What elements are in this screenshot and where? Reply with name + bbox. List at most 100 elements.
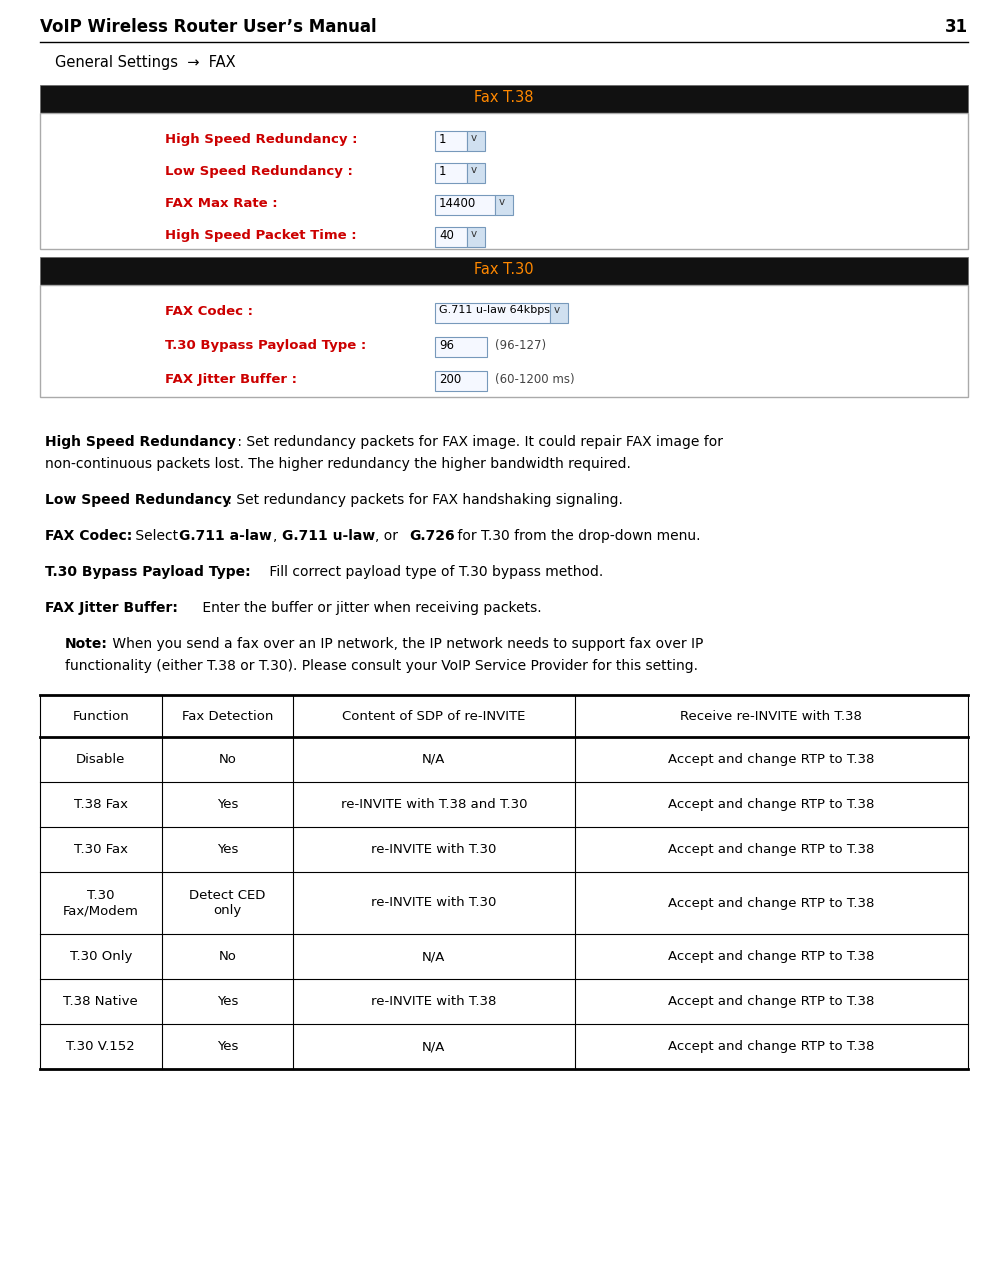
Text: High Speed Redundancy: High Speed Redundancy bbox=[45, 435, 236, 449]
Bar bbox=[467, 163, 485, 183]
Text: Accept and change RTP to T.38: Accept and change RTP to T.38 bbox=[668, 1040, 875, 1052]
Text: 1: 1 bbox=[439, 133, 447, 146]
Text: FAX Jitter Buffer :: FAX Jitter Buffer : bbox=[165, 372, 297, 386]
Text: G.711 u-law 64kbps: G.711 u-law 64kbps bbox=[439, 305, 550, 315]
Bar bbox=[40, 782, 968, 827]
Text: v: v bbox=[471, 229, 477, 239]
Bar bbox=[495, 194, 513, 215]
Text: Fax Detection: Fax Detection bbox=[181, 709, 273, 722]
Text: Yes: Yes bbox=[217, 995, 238, 1008]
Text: 31: 31 bbox=[944, 18, 968, 36]
Text: 40: 40 bbox=[439, 229, 454, 241]
Text: Accept and change RTP to T.38: Accept and change RTP to T.38 bbox=[668, 896, 875, 910]
Text: T.30 Bypass Payload Type:: T.30 Bypass Payload Type: bbox=[45, 566, 251, 580]
Text: G.711 u-law: G.711 u-law bbox=[282, 529, 375, 543]
Bar bbox=[435, 194, 495, 215]
Text: Accept and change RTP to T.38: Accept and change RTP to T.38 bbox=[668, 843, 875, 855]
Text: , or: , or bbox=[375, 529, 402, 543]
Text: Accept and change RTP to T.38: Accept and change RTP to T.38 bbox=[668, 798, 875, 811]
Text: v: v bbox=[554, 305, 560, 315]
Text: 14400: 14400 bbox=[439, 197, 476, 210]
Text: FAX Codec:: FAX Codec: bbox=[45, 529, 132, 543]
Text: Content of SDP of re-INVITE: Content of SDP of re-INVITE bbox=[343, 709, 525, 722]
Text: v: v bbox=[471, 165, 477, 175]
Bar bbox=[40, 113, 968, 249]
Bar bbox=[40, 285, 968, 397]
Text: non-continuous packets lost. The higher redundancy the higher bandwidth required: non-continuous packets lost. The higher … bbox=[45, 458, 631, 472]
Text: T.30 V.152: T.30 V.152 bbox=[67, 1040, 135, 1052]
Bar bbox=[550, 302, 568, 323]
Text: N/A: N/A bbox=[422, 752, 446, 766]
Text: functionality (either T.38 or T.30). Please consult your VoIP Service Provider f: functionality (either T.38 or T.30). Ple… bbox=[65, 658, 698, 674]
Bar bbox=[40, 934, 968, 979]
Text: N/A: N/A bbox=[422, 949, 446, 963]
Text: T.30
Fax/Modem: T.30 Fax/Modem bbox=[62, 888, 139, 916]
Text: re-INVITE with T.30: re-INVITE with T.30 bbox=[371, 843, 497, 855]
Bar bbox=[435, 371, 487, 391]
Bar bbox=[40, 872, 968, 934]
Text: Yes: Yes bbox=[217, 798, 238, 811]
Text: General Settings  →  FAX: General Settings → FAX bbox=[55, 55, 236, 70]
Bar bbox=[40, 979, 968, 1024]
Text: v: v bbox=[499, 197, 505, 207]
Text: Accept and change RTP to T.38: Accept and change RTP to T.38 bbox=[668, 995, 875, 1008]
Text: High Speed Packet Time :: High Speed Packet Time : bbox=[165, 229, 357, 241]
Text: 200: 200 bbox=[439, 372, 462, 386]
Bar bbox=[435, 163, 467, 183]
Text: T.38 Fax: T.38 Fax bbox=[74, 798, 128, 811]
Text: FAX Codec :: FAX Codec : bbox=[165, 305, 253, 318]
Bar bbox=[40, 1024, 968, 1069]
Text: When you send a fax over an IP network, the IP network needs to support fax over: When you send a fax over an IP network, … bbox=[108, 637, 704, 651]
Text: Detect CED
only: Detect CED only bbox=[190, 888, 266, 916]
Text: FAX Jitter Buffer:: FAX Jitter Buffer: bbox=[45, 601, 177, 615]
Text: Fax T.30: Fax T.30 bbox=[474, 262, 534, 277]
Text: T.30 Only: T.30 Only bbox=[70, 949, 132, 963]
Text: No: No bbox=[219, 949, 237, 963]
Text: Fax T.38: Fax T.38 bbox=[474, 90, 534, 105]
Text: VoIP Wireless Router User’s Manual: VoIP Wireless Router User’s Manual bbox=[40, 18, 377, 36]
Text: Accept and change RTP to T.38: Accept and change RTP to T.38 bbox=[668, 949, 875, 963]
Text: Note:: Note: bbox=[65, 637, 108, 651]
Text: Yes: Yes bbox=[217, 843, 238, 855]
Bar bbox=[40, 827, 968, 872]
Text: Low Speed Redundancy: Low Speed Redundancy bbox=[45, 493, 231, 507]
Bar bbox=[435, 302, 550, 323]
Text: (60-1200 ms): (60-1200 ms) bbox=[495, 372, 575, 386]
Text: No: No bbox=[219, 752, 237, 766]
Bar bbox=[40, 737, 968, 782]
Text: Disable: Disable bbox=[76, 752, 125, 766]
Text: (96-127): (96-127) bbox=[495, 339, 546, 352]
Text: 1: 1 bbox=[439, 165, 447, 178]
Text: 96: 96 bbox=[439, 339, 454, 352]
Text: re-INVITE with T.30: re-INVITE with T.30 bbox=[371, 896, 497, 910]
Text: G.711 a-law: G.711 a-law bbox=[179, 529, 272, 543]
Bar bbox=[40, 695, 968, 737]
Text: Fill correct payload type of T.30 bypass method.: Fill correct payload type of T.30 bypass… bbox=[265, 566, 603, 580]
Text: re-INVITE with T.38: re-INVITE with T.38 bbox=[371, 995, 497, 1008]
Text: Yes: Yes bbox=[217, 1040, 238, 1052]
Text: : Set redundancy packets for FAX handshaking signaling.: : Set redundancy packets for FAX handsha… bbox=[223, 493, 623, 507]
Bar bbox=[435, 228, 467, 247]
Text: T.30 Bypass Payload Type :: T.30 Bypass Payload Type : bbox=[165, 339, 366, 352]
Text: T.30 Fax: T.30 Fax bbox=[74, 843, 128, 855]
Text: T.38 Native: T.38 Native bbox=[64, 995, 138, 1008]
Text: Select: Select bbox=[131, 529, 182, 543]
Text: N/A: N/A bbox=[422, 1040, 446, 1052]
Bar bbox=[40, 257, 968, 285]
Text: G.726: G.726 bbox=[409, 529, 455, 543]
Text: v: v bbox=[471, 133, 477, 144]
Bar bbox=[435, 337, 487, 357]
Text: High Speed Redundancy :: High Speed Redundancy : bbox=[165, 133, 358, 146]
Text: Low Speed Redundancy :: Low Speed Redundancy : bbox=[165, 165, 353, 178]
Text: for T.30 from the drop-down menu.: for T.30 from the drop-down menu. bbox=[453, 529, 701, 543]
Text: Function: Function bbox=[73, 709, 129, 722]
Bar bbox=[40, 85, 968, 113]
Text: : Set redundancy packets for FAX image. It could repair FAX image for: : Set redundancy packets for FAX image. … bbox=[233, 435, 723, 449]
Text: Receive re-INVITE with T.38: Receive re-INVITE with T.38 bbox=[680, 709, 862, 722]
Text: Accept and change RTP to T.38: Accept and change RTP to T.38 bbox=[668, 752, 875, 766]
Bar bbox=[435, 131, 467, 151]
Text: re-INVITE with T.38 and T.30: re-INVITE with T.38 and T.30 bbox=[341, 798, 527, 811]
Text: Enter the buffer or jitter when receiving packets.: Enter the buffer or jitter when receivin… bbox=[198, 601, 541, 615]
Text: ,: , bbox=[273, 529, 282, 543]
Bar bbox=[467, 228, 485, 247]
